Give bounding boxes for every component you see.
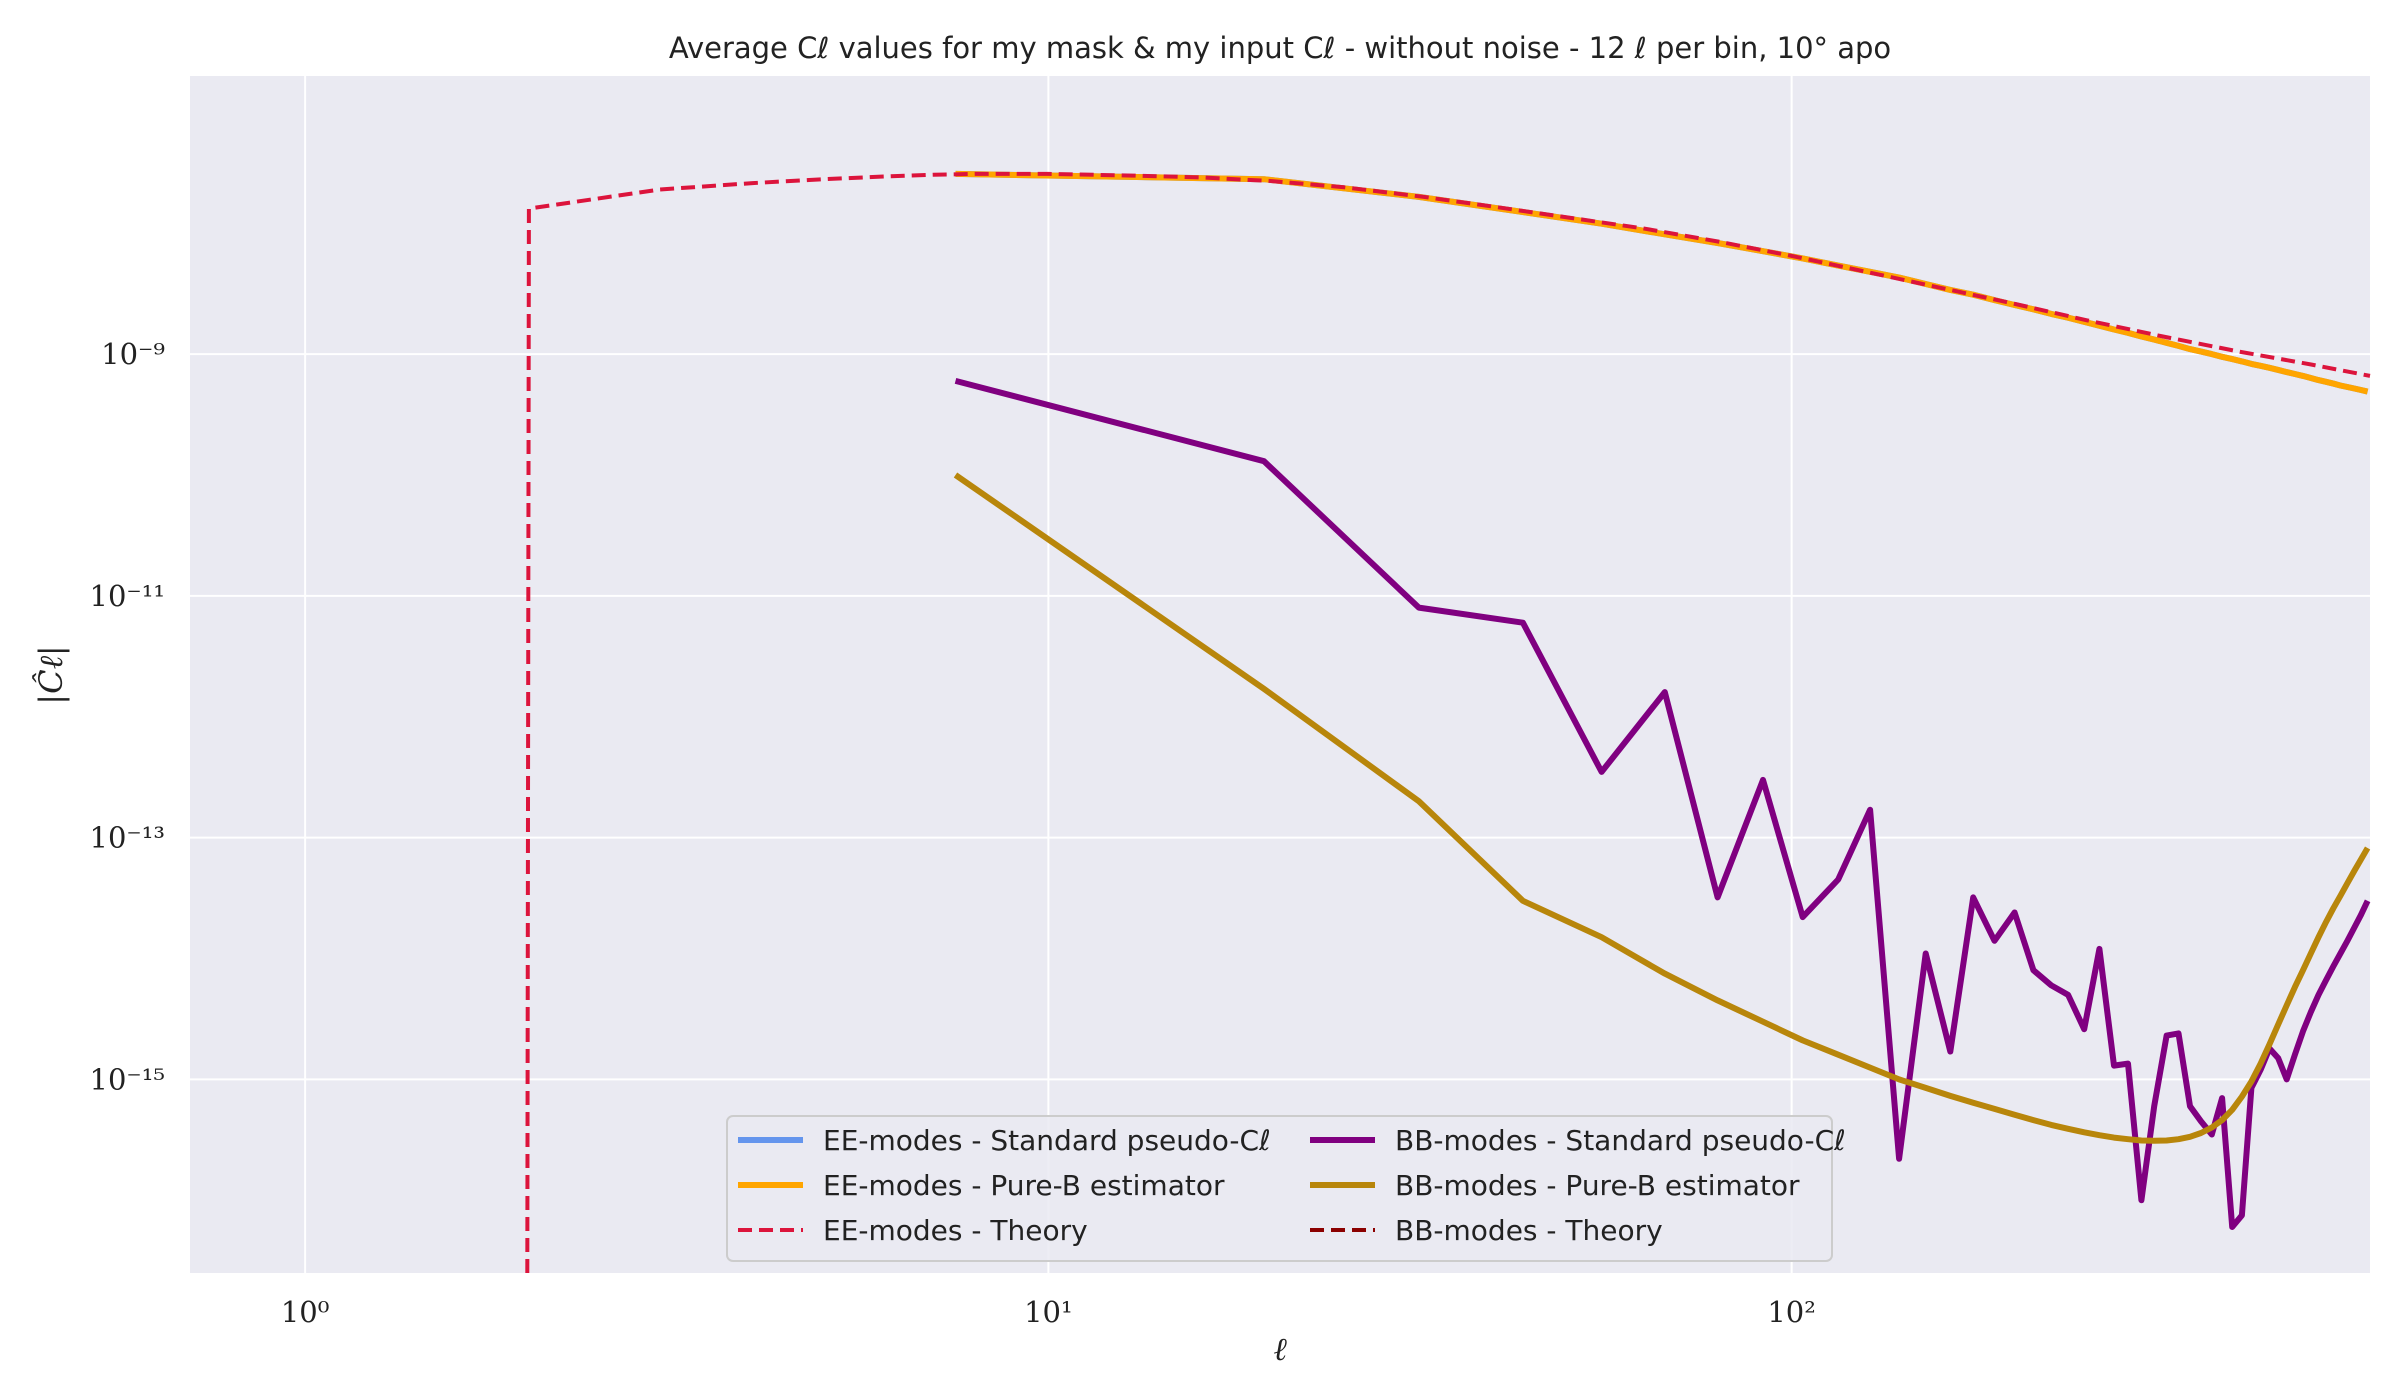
y-tick-labels: 10⁻⁹ 10⁻¹¹ 10⁻¹³ 10⁻¹⁵ xyxy=(90,337,165,1096)
legend: EE-modes - Standard pseudo-Cℓ EE-modes - … xyxy=(726,1115,1846,1262)
y-tick-label: 10⁻⁹ xyxy=(101,337,165,371)
series-line-2 xyxy=(525,171,2371,1274)
legend-label: EE-modes - Pure-B estimator xyxy=(823,1169,1225,1202)
legend-label: EE-modes - Standard pseudo-Cℓ xyxy=(823,1124,1271,1157)
x-tick-label: 10⁰ xyxy=(281,1295,330,1329)
x-axis-label: ℓ xyxy=(1273,1330,1287,1368)
series-line-3 xyxy=(954,377,2371,1230)
y-tick-label: 10⁻¹³ xyxy=(90,821,165,855)
y-tick-label: 10⁻¹¹ xyxy=(90,579,165,613)
y-axis-label: |Ĉℓ| xyxy=(32,645,70,704)
chart-title: Average Cℓ values for my mask & my input… xyxy=(669,31,1891,65)
legend-box xyxy=(726,1115,1833,1262)
legend-label: BB-modes - Standard pseudo-Cℓ xyxy=(1395,1124,1846,1157)
legend-label: BB-modes - Pure-B estimator xyxy=(1395,1169,1800,1202)
grid xyxy=(190,76,2370,1273)
series-lines xyxy=(525,170,2371,1274)
series-line-4 xyxy=(953,472,2371,1144)
y-tick-label: 10⁻¹⁵ xyxy=(90,1062,165,1096)
x-tick-label: 10¹ xyxy=(1024,1295,1073,1329)
plot-area xyxy=(190,76,2370,1273)
x-tick-label: 10² xyxy=(1767,1295,1816,1329)
legend-label: BB-modes - Theory xyxy=(1395,1214,1663,1247)
x-tick-labels: 10⁰ 10¹ 10² xyxy=(281,1295,1816,1329)
legend-label: EE-modes - Theory xyxy=(823,1214,1088,1247)
